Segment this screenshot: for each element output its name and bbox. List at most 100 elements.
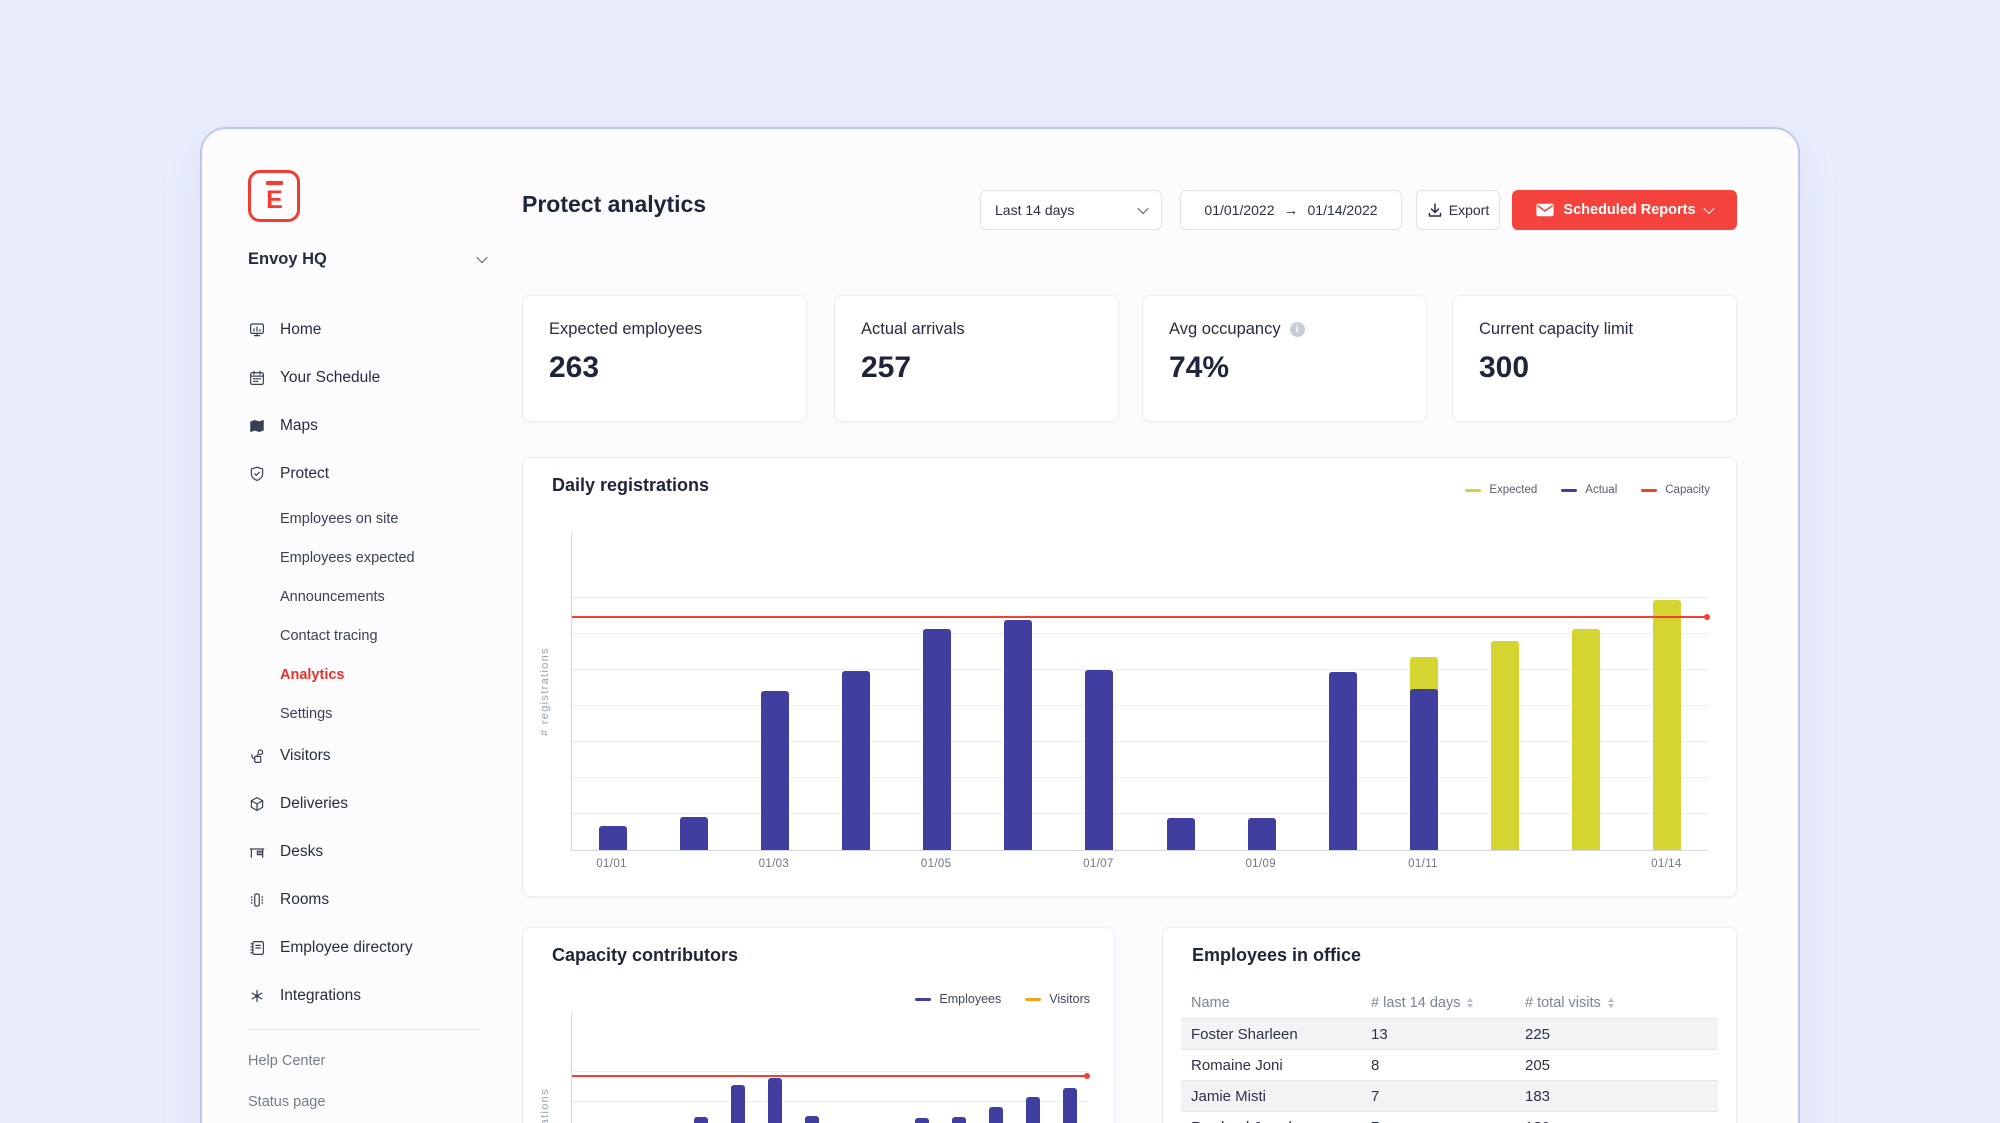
stat-card-expected-employees: Expected employees 263 (522, 295, 807, 422)
x-tick-label: 01/05 (920, 858, 952, 870)
sidebar-item-visitors[interactable]: Visitors (248, 741, 498, 771)
sidebar-item-help-center[interactable]: Help Center (248, 1053, 326, 1069)
sidebar-item-integrations[interactable]: Integrations (248, 981, 498, 1011)
gridline (572, 597, 1708, 598)
legend-item-employees: Employees (915, 992, 1001, 1006)
sidebar: E Envoy HQ Home Your Schedule (248, 170, 498, 1123)
legend-dash (915, 997, 932, 1001)
table-header-row: Name # last 14 days # total visits (1181, 988, 1718, 1018)
column-header-name[interactable]: Name (1191, 995, 1230, 1011)
bar-01/13-employees (1025, 1096, 1040, 1123)
bar-01/14-expected (1653, 599, 1682, 850)
subnav-item-employees-on-site[interactable]: Employees on site (280, 511, 399, 527)
directory-icon (248, 939, 266, 957)
y-axis-label: # registrations (539, 647, 551, 737)
column-header-total-visits[interactable]: # total visits (1509, 995, 1718, 1011)
capacity-contributors-plot (571, 1013, 1090, 1123)
sidebar-item-status-page[interactable]: Status page (248, 1094, 326, 1110)
sidebar-item-label: Desks (280, 843, 324, 860)
bar-01/04-employees (694, 1116, 708, 1123)
org-switcher[interactable]: Envoy HQ (248, 245, 488, 273)
export-label: Export (1448, 202, 1490, 218)
sidebar-item-label: Integrations (280, 987, 361, 1004)
stat-value: 257 (861, 351, 912, 384)
legend-item-actual: Actual (1561, 484, 1617, 496)
sidebar-item-home[interactable]: Home (248, 315, 498, 345)
bar-01/11-employees (952, 1116, 966, 1123)
legend-item-visitors: Visitors (1025, 992, 1090, 1006)
gridline (572, 741, 1708, 742)
chart-title: Capacity contributors (552, 945, 739, 965)
shield-check-icon (248, 465, 266, 483)
envoy-logo-icon: E (248, 170, 300, 222)
sort-icon (1607, 998, 1614, 1008)
capacity-contributors-card: Capacity contributors Employees Visitors… (522, 927, 1115, 1123)
x-tick-label: 01/14 (1651, 858, 1682, 870)
legend-dash (1465, 488, 1482, 492)
x-tick-label: 01/03 (758, 858, 790, 870)
stat-label: Expected employees (549, 320, 703, 338)
legend-item-capacity: Capacity (1641, 484, 1710, 496)
y-axis-label: # registrations (539, 1013, 551, 1123)
table-row: Jamie Misti 7 183 (1181, 1080, 1718, 1111)
subnav-item-employees-expected[interactable]: Employees expected (280, 550, 415, 566)
chart-legend: Expected Actual Capacity (1465, 484, 1710, 496)
stat-card-current-capacity-limit: Current capacity limit 300 (1452, 295, 1737, 422)
sidebar-item-desks[interactable]: Desks (248, 837, 498, 867)
gridline (572, 633, 1708, 634)
legend-item-expected: Expected (1465, 484, 1537, 496)
subnav-item-settings[interactable]: Settings (280, 706, 333, 722)
daily-registrations-plot (571, 533, 1710, 851)
date-range-inputs[interactable]: 01/01/2022 → 01/14/2022 (1180, 190, 1402, 230)
bar-01/14-employees (1062, 1087, 1077, 1123)
stat-value: 74% (1169, 351, 1230, 384)
legend-dash (1641, 488, 1658, 492)
sidebar-item-protect[interactable]: Protect (248, 459, 498, 489)
scheduled-reports-button[interactable]: Scheduled Reports (1512, 190, 1737, 230)
bar-01/07-employees (804, 1116, 819, 1123)
column-header-last-14-days[interactable]: # last 14 days (1371, 995, 1509, 1011)
bar-01/10-employees (915, 1117, 930, 1123)
sidebar-item-deliveries[interactable]: Deliveries (248, 789, 498, 819)
info-icon[interactable]: i (1289, 322, 1305, 337)
date-range-select[interactable]: Last 14 days (980, 190, 1162, 230)
date-to-value: 01/14/2022 (1307, 202, 1378, 218)
download-icon (1427, 202, 1443, 218)
bar-01/09-actual (1247, 818, 1276, 850)
capacity-line (572, 614, 1710, 621)
gridline (572, 669, 1708, 670)
gridline (572, 813, 1708, 814)
legend-dash (1561, 488, 1578, 492)
bar-01/08-actual (1166, 818, 1195, 850)
chart-title: Daily registrations (552, 475, 710, 495)
subnav-item-analytics-active[interactable]: Analytics (280, 667, 345, 683)
sidebar-item-rooms[interactable]: Rooms (248, 885, 498, 915)
table-row: Foster Sharleen 13 225 (1181, 1018, 1718, 1049)
sidebar-item-label: Your Schedule (280, 369, 381, 386)
sidebar-item-employee-directory[interactable]: Employee directory (248, 933, 498, 963)
bar-01/05-actual (923, 628, 952, 850)
gridline (572, 1101, 1088, 1102)
stat-card-actual-arrivals: Actual arrivals 257 (834, 295, 1119, 422)
bar-01/06-employees (767, 1078, 782, 1123)
envelope-icon (1536, 203, 1554, 217)
bar-01/07-actual (1085, 669, 1114, 850)
calendar-icon (248, 369, 266, 387)
sidebar-item-your-schedule[interactable]: Your Schedule (248, 363, 498, 393)
chart-legend: Employees Visitors (915, 992, 1090, 1006)
sidebar-divider (248, 1029, 478, 1030)
bar-01/02-actual (679, 816, 708, 850)
subnav-item-announcements[interactable]: Announcements (280, 589, 385, 605)
sidebar-item-maps[interactable]: Maps (248, 411, 498, 441)
table-row: Rowland Jewel 7 180 (1181, 1111, 1718, 1123)
employees-in-office-card: Employees in office Name # last 14 days … (1162, 927, 1737, 1123)
subnav-item-contact-tracing[interactable]: Contact tracing (280, 628, 378, 644)
legend-dash (1025, 997, 1042, 1001)
logo-bar (265, 180, 283, 185)
stat-label: Actual arrivals (861, 320, 965, 338)
export-button[interactable]: Export (1416, 190, 1500, 230)
chevron-down-icon (1702, 202, 1715, 215)
arrow-right-icon: → (1283, 201, 1299, 219)
protect-subnav: Employees on site Employees expected Ann… (280, 507, 498, 726)
integrations-icon (248, 987, 266, 1005)
